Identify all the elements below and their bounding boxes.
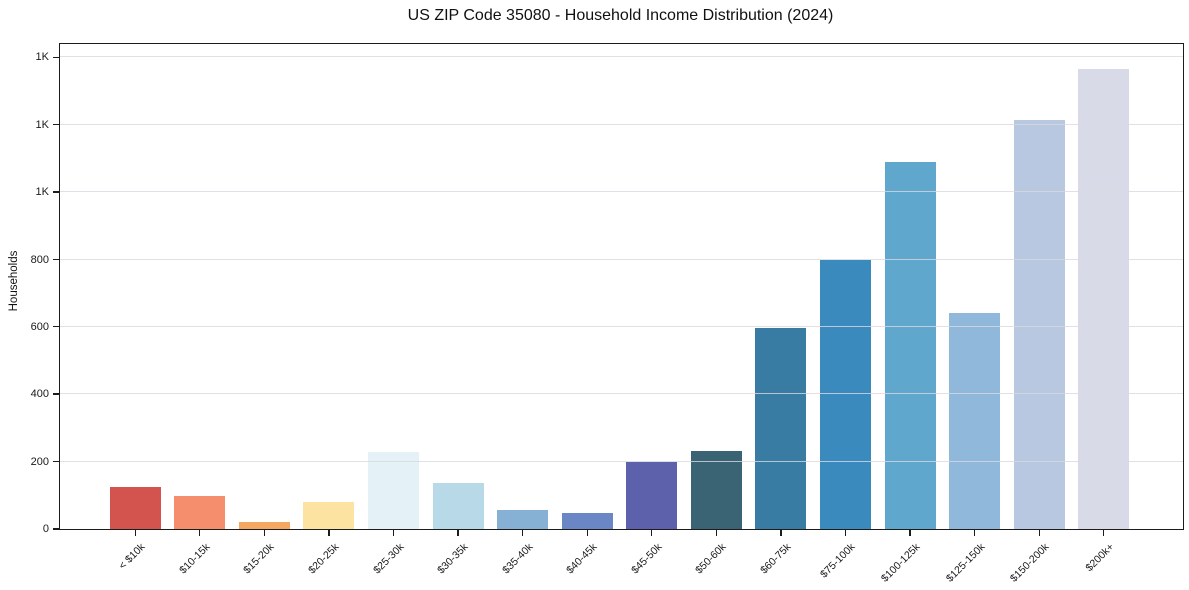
y-tick-mark <box>52 528 59 530</box>
bar-slot <box>878 44 943 529</box>
x-tick-mark <box>134 530 136 537</box>
bar-50-60k <box>690 450 742 529</box>
x-tick-mark <box>1103 530 1105 537</box>
x-tick-mark <box>586 530 588 537</box>
x-tick-mark <box>328 530 330 537</box>
y-tick-mark <box>52 326 59 328</box>
bar-35-40k <box>497 510 549 529</box>
y-tick-mark <box>52 460 59 463</box>
x-tick-label: $50-60k <box>693 541 729 577</box>
bar-30-35k <box>432 482 484 529</box>
bar-200k <box>1078 69 1130 529</box>
x-tick-mark <box>715 530 717 537</box>
x-tick-label: $45-50k <box>628 541 665 577</box>
y-tick-mark <box>52 191 59 193</box>
y-tick-label: 600 <box>30 320 49 333</box>
y-tick-mark <box>52 56 59 58</box>
bar-75-100k <box>819 259 871 529</box>
bar-slot <box>168 44 233 529</box>
x-tick-label: $75-100k <box>818 541 858 581</box>
x-tick-label: $30-35k <box>435 541 471 577</box>
bar-slot <box>426 44 491 529</box>
bar-slot <box>749 44 814 529</box>
bar-slot <box>813 44 878 529</box>
bar-150-200k <box>1013 120 1065 529</box>
x-tick-mark <box>844 530 847 537</box>
x-tick-mark <box>1038 530 1040 537</box>
bar-slot <box>490 44 555 529</box>
bar-20-25k <box>303 502 355 529</box>
x-tick-label: $60-75k <box>758 541 794 577</box>
bar-slot <box>1071 44 1136 529</box>
x-tick-label: $100-125k <box>878 541 923 585</box>
bar-100-125k <box>884 161 936 529</box>
x-tick-label: $10-15k <box>177 541 213 577</box>
bar-slot <box>1007 44 1072 529</box>
x-tick-mark <box>199 530 201 537</box>
bar-125-150k <box>949 313 1001 529</box>
x-tick-mark <box>909 530 911 537</box>
x-tick-label: $35-40k <box>499 541 536 577</box>
bar-slot <box>103 44 168 529</box>
x-tick-mark <box>651 530 653 537</box>
y-tick-label: 200 <box>30 455 49 468</box>
y-tick-label: 1K <box>35 51 49 64</box>
x-tick-label: $25-30k <box>370 541 407 577</box>
x-tick-label: $40-45k <box>564 541 600 577</box>
y-tick-label: 800 <box>30 253 49 266</box>
bar-slot <box>942 44 1007 529</box>
bar-slot <box>684 44 749 529</box>
y-tick-label: 1K <box>35 118 49 131</box>
x-tick-label: $20-25k <box>306 541 342 577</box>
bar-10-15k <box>174 496 226 529</box>
bar-60-75k <box>755 327 807 529</box>
x-tick-mark <box>973 530 976 537</box>
bar-slot <box>555 44 620 529</box>
bar-slot <box>297 44 362 529</box>
bar-slot <box>361 44 426 529</box>
x-tick-mark <box>780 530 782 537</box>
x-tick-label: $125-150k <box>943 541 988 585</box>
x-tick-label: $150-200k <box>1008 541 1052 585</box>
bar-15-20k <box>238 522 290 529</box>
y-axis-label: Households <box>8 250 20 312</box>
y-tick-label: 400 <box>30 388 49 401</box>
x-tick-mark <box>522 530 524 537</box>
x-tick-mark <box>263 530 266 537</box>
x-tick-mark <box>457 530 459 537</box>
bars-container <box>60 44 1183 529</box>
x-tick-label: < $10k <box>116 541 148 572</box>
bar-45-50k <box>626 462 678 529</box>
bar-slot <box>620 44 685 529</box>
y-tick-label: 0 <box>42 523 49 535</box>
chart-title: US ZIP Code 35080 - Household Income Dis… <box>407 7 834 24</box>
x-tick-label: $200k+ <box>1083 541 1117 575</box>
y-tick-mark <box>52 258 59 261</box>
bar-10k <box>109 486 161 529</box>
x-tick-label: $15-20k <box>241 541 277 577</box>
x-tick-mark <box>392 530 395 537</box>
plot-area: 0 200 400 600 800 1K 1K 1K < $10k $10-15k $15-20k $… <box>31 43 1184 585</box>
y-tick-mark <box>52 393 59 395</box>
bar-40-45k <box>561 512 613 529</box>
bar-slot <box>232 44 297 529</box>
bar-25-30k <box>368 451 420 529</box>
y-tick-label: 1K <box>35 186 49 199</box>
y-tick-mark <box>52 124 59 126</box>
